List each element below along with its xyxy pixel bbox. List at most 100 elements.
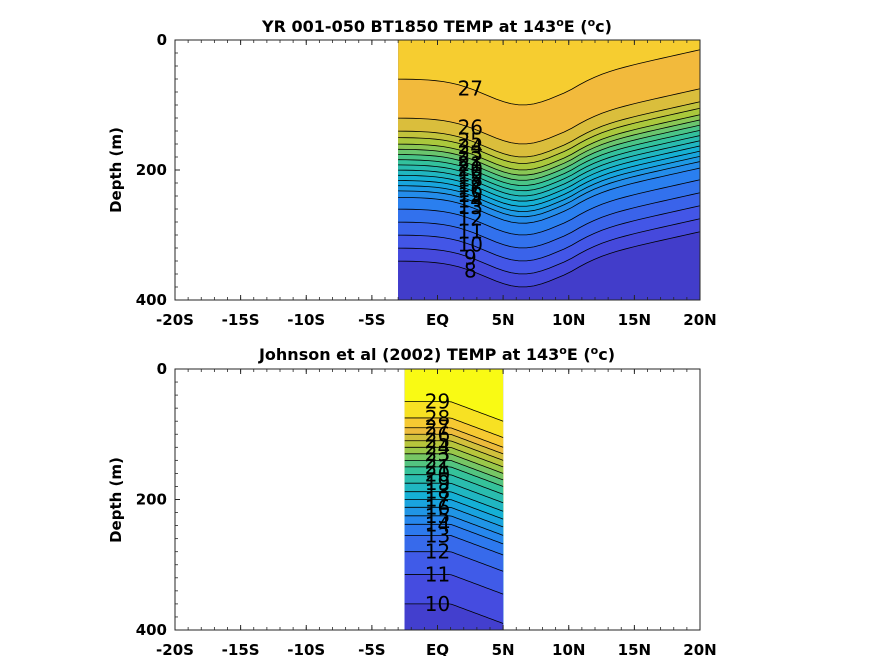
contour-label: 12: [425, 540, 450, 564]
contour-label: 27: [425, 416, 450, 440]
isotherm-line: [398, 101, 700, 158]
contour-label: 20: [425, 463, 450, 487]
isotherm-line: [404, 446, 504, 468]
x-tick-label: 20N: [683, 311, 716, 329]
isotherm-line: [404, 499, 504, 520]
panel-bottom-ylabel: Depth (m): [107, 457, 125, 543]
contour-label: 25: [425, 429, 450, 453]
isotherm-line: [404, 440, 504, 461]
contour-label: 18: [458, 168, 483, 192]
isotherm-line: [398, 124, 700, 181]
isotherm-line: [404, 401, 504, 422]
isotherm-line: [398, 150, 700, 207]
x-tick-label: -20S: [156, 641, 194, 656]
contour-label: 24: [458, 135, 483, 159]
isotherm-line: [398, 161, 700, 218]
contour-label: 12: [458, 207, 483, 231]
x-tick-label: 10N: [552, 311, 585, 329]
isotherm-line: [404, 506, 504, 528]
isotherm-line: [398, 129, 700, 186]
y-tick-label: 0: [157, 31, 167, 49]
isotherm-line: [404, 433, 504, 455]
contour-label: 27: [458, 77, 483, 101]
x-tick-label: -20S: [156, 311, 194, 329]
contour-label: 9: [464, 246, 477, 270]
isotherm-line: [398, 119, 700, 176]
isotherm-line: [404, 603, 504, 624]
isotherm-line: [404, 574, 504, 595]
isotherm-line: [404, 453, 504, 474]
x-tick-label: -10S: [287, 311, 325, 329]
isotherm-line: [398, 49, 700, 106]
contour-label: 16: [425, 495, 450, 519]
isotherm-line: [404, 534, 504, 556]
x-tick-label: 15N: [618, 311, 651, 329]
isotherm-line: [398, 205, 700, 262]
y-tick-label: 200: [136, 491, 167, 509]
isotherm-line: [404, 515, 504, 536]
contour-label: 26: [425, 422, 450, 446]
isotherm-line: [404, 551, 504, 572]
contour-label: 14: [425, 512, 450, 536]
contour-label: 26: [458, 116, 483, 140]
panel-bottom: Johnson et al (2002) TEMP at 143oE (oc) …: [107, 344, 717, 656]
isotherm-line: [404, 523, 504, 545]
contour-label: 13: [425, 523, 450, 547]
y-tick-label: 400: [136, 291, 167, 309]
x-tick-label: -5S: [358, 311, 385, 329]
contour-label: 21: [425, 455, 450, 479]
contour-label: 8: [464, 259, 477, 283]
contour-label: 17: [425, 488, 450, 512]
y-tick-label: 200: [136, 161, 167, 179]
isotherm-line: [404, 474, 504, 495]
x-tick-label: EQ: [426, 311, 449, 329]
isotherm-line: [398, 167, 700, 224]
contour-label: 28: [425, 406, 450, 430]
x-tick-label: 15N: [618, 641, 651, 656]
isotherm-line: [398, 179, 700, 236]
isotherm-line: [398, 192, 700, 249]
y-tick-label: 0: [157, 360, 167, 378]
contour-label: 25: [458, 129, 483, 153]
isotherm-line: [404, 466, 504, 487]
contour-label: 11: [458, 220, 483, 244]
contour-label: 18: [425, 480, 450, 504]
contour-label: 21: [458, 152, 483, 176]
contour-label: 13: [458, 195, 483, 219]
panel-top-ticks: -20S -15S -10S -5S EQ 5N 10N 15N 20N 0 200 400: [136, 31, 717, 329]
isotherm-line: [404, 491, 504, 512]
x-tick-label: -10S: [287, 641, 325, 656]
contour-label: 23: [425, 442, 450, 466]
x-tick-label: -15S: [222, 641, 260, 656]
isotherm-band: [398, 231, 700, 300]
x-tick-label: EQ: [426, 641, 449, 656]
panel-bottom-title: Johnson et al (2002) TEMP at 143oE (oc): [258, 344, 615, 364]
panel-top-title: YR 001-050 BT1850 TEMP at 143oE (oc): [261, 16, 612, 36]
contour-label: 10: [458, 233, 483, 257]
contour-label: 20: [458, 157, 483, 181]
contour-label: 24: [425, 435, 450, 459]
contour-label: 14: [458, 188, 483, 212]
contour-label: 15: [425, 504, 450, 528]
isotherm-line: [398, 155, 700, 212]
contour-label: 22: [458, 147, 483, 171]
panel-bottom-ticks: -20S -15S -10S -5S EQ 5N 10N 15N 20N 0 200 400: [136, 360, 717, 656]
x-tick-label: 5N: [492, 641, 515, 656]
x-tick-label: -5S: [358, 641, 385, 656]
contour-label: 15: [458, 183, 483, 207]
x-tick-label: -15S: [222, 311, 260, 329]
isotherm-line: [398, 114, 700, 171]
contour-label: 10: [425, 592, 450, 616]
contour-label: 17: [458, 173, 483, 197]
x-tick-label: 10N: [552, 641, 585, 656]
contour-label: 29: [425, 390, 450, 414]
x-tick-label: 20N: [683, 641, 716, 656]
isotherm-line: [404, 459, 504, 481]
isotherm-line: [398, 140, 700, 197]
contour-label: 11: [425, 563, 450, 587]
panel-top: YR 001-050 BT1850 TEMP at 143oE (oc) 27 2…: [107, 16, 717, 329]
isotherm-band: [404, 603, 504, 630]
